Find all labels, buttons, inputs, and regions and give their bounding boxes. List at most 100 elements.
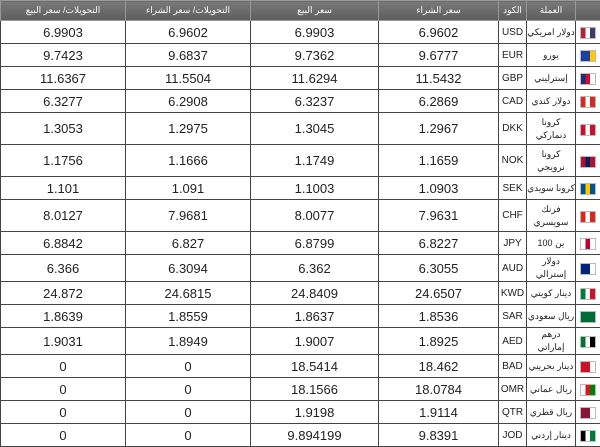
transfer-sell-rate: 0 [1, 424, 126, 447]
kuwait-flag-icon [580, 288, 596, 300]
bahrain-flag-icon [580, 361, 596, 373]
currency-name: ريال سعودي [527, 305, 576, 328]
transfer-sell-rate: 8.0127 [1, 200, 126, 232]
eu-flag-icon [580, 50, 596, 62]
flag-cell [576, 113, 600, 145]
us-flag-icon [580, 27, 596, 39]
buy-rate: 6.3055 [379, 255, 499, 282]
buy-rate: 18.0784 [379, 378, 499, 401]
australia-flag-icon [580, 263, 596, 275]
currency-code: KWD [499, 282, 527, 305]
header-code: الكود [499, 1, 527, 21]
sell-rate: 24.8409 [251, 282, 379, 305]
sell-rate: 1.8637 [251, 305, 379, 328]
header-currency: العملة [527, 1, 576, 21]
transfer-sell-rate: 1.9031 [1, 328, 126, 355]
header-flag [576, 1, 600, 21]
buy-rate: 1.8925 [379, 328, 499, 355]
qatar-flag-icon [580, 407, 596, 419]
currency-code: CAD [499, 90, 527, 113]
transfer-buy-rate: 1.8949 [126, 328, 251, 355]
buy-rate: 1.2967 [379, 113, 499, 145]
transfer-sell-rate: 1.3053 [1, 113, 126, 145]
buy-rate: 1.8536 [379, 305, 499, 328]
transfer-buy-rate: 0 [126, 355, 251, 378]
currency-code: AED [499, 328, 527, 355]
currency-name: ريال عماني [527, 378, 576, 401]
currency-code: SEK [499, 177, 527, 200]
sell-rate: 6.8799 [251, 232, 379, 255]
currency-name: كرونا سويدي [527, 177, 576, 200]
flag-cell [576, 378, 600, 401]
currency-name: دولار كندي [527, 90, 576, 113]
buy-rate: 9.6777 [379, 44, 499, 67]
currency-name: دولار إسترالي [527, 255, 576, 282]
currency-name: درهم إماراتي [527, 328, 576, 355]
transfer-buy-rate: 7.9681 [126, 200, 251, 232]
sell-rate: 9.894199 [251, 424, 379, 447]
flag-cell [576, 424, 600, 447]
sell-rate: 6.3237 [251, 90, 379, 113]
flag-cell [576, 90, 600, 113]
buy-rate: 1.0903 [379, 177, 499, 200]
transfer-sell-rate: 9.7423 [1, 44, 126, 67]
transfer-sell-rate: 1.101 [1, 177, 126, 200]
japan-flag-icon [580, 238, 596, 250]
currency-code: USD [499, 21, 527, 44]
buy-rate: 9.8391 [379, 424, 499, 447]
currency-name: دولار امريكي [527, 21, 576, 44]
uae-flag-icon [580, 336, 596, 348]
transfer-buy-rate: 0 [126, 424, 251, 447]
transfer-buy-rate: 9.6837 [126, 44, 251, 67]
currency-code: OMR [499, 378, 527, 401]
currency-code: SAR [499, 305, 527, 328]
buy-rate: 1.1659 [379, 145, 499, 177]
flag-cell [576, 44, 600, 67]
flag-cell [576, 145, 600, 177]
currency-code: QTR [499, 401, 527, 424]
buy-rate: 1.9114 [379, 401, 499, 424]
sell-rate: 1.1003 [251, 177, 379, 200]
transfer-sell-rate: 6.366 [1, 255, 126, 282]
sell-rate: 1.1749 [251, 145, 379, 177]
currency-code: CHF [499, 200, 527, 232]
currency-code: BAD [499, 355, 527, 378]
sell-rate: 11.6294 [251, 67, 379, 90]
flag-cell [576, 355, 600, 378]
transfer-buy-rate: 0 [126, 401, 251, 424]
canada-flag-icon [580, 96, 596, 108]
transfer-buy-rate: 1.8559 [126, 305, 251, 328]
currency-code: EUR [499, 44, 527, 67]
sell-rate: 8.0077 [251, 200, 379, 232]
transfer-buy-rate: 24.6815 [126, 282, 251, 305]
transfer-sell-rate: 0 [1, 401, 126, 424]
flag-cell [576, 177, 600, 200]
currency-code: DKK [499, 113, 527, 145]
transfer-sell-rate: 0 [1, 355, 126, 378]
flag-cell [576, 401, 600, 424]
sell-rate: 1.3045 [251, 113, 379, 145]
currency-name: كرونا دنماركي [527, 113, 576, 145]
saudi-flag-icon [580, 311, 596, 323]
flag-cell [576, 67, 600, 90]
denmark-flag-icon [580, 124, 596, 136]
currency-name: دينار كويتي [527, 282, 576, 305]
transfer-buy-rate: 6.827 [126, 232, 251, 255]
sell-rate: 9.7362 [251, 44, 379, 67]
flag-cell [576, 255, 600, 282]
header-row: العملة الكود سعر الشراء سعر البيع التحوي… [1, 1, 600, 21]
transfer-sell-rate: 6.8842 [1, 232, 126, 255]
transfer-sell-rate: 1.8639 [1, 305, 126, 328]
transfer-sell-rate: 0 [1, 378, 126, 401]
buy-rate: 24.6507 [379, 282, 499, 305]
